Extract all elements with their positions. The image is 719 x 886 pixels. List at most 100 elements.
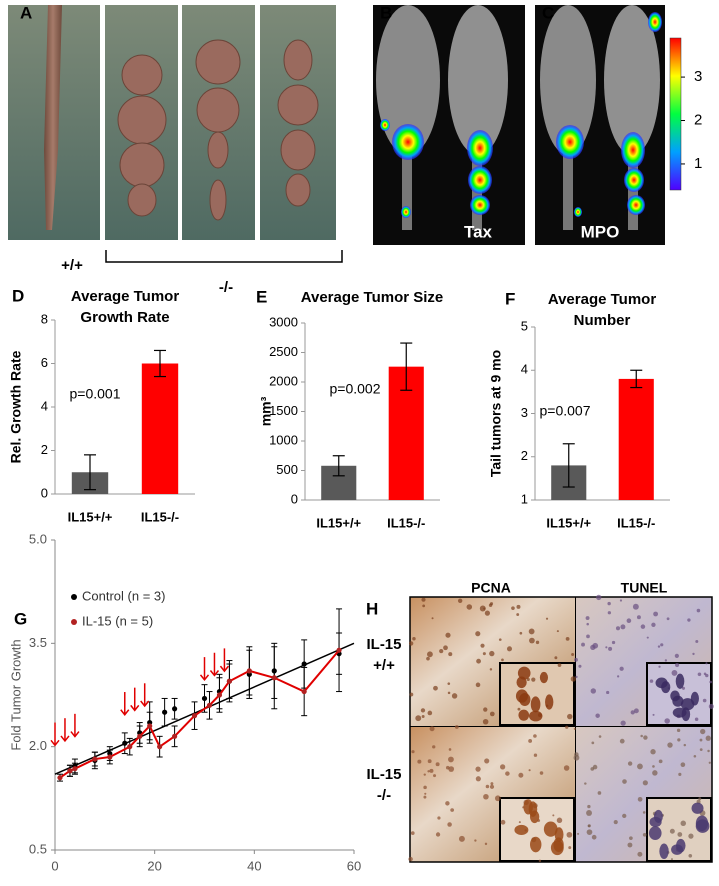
cell: [427, 710, 433, 716]
data-point: [157, 744, 163, 750]
x-tick-label: 60: [347, 858, 361, 873]
y-axis-label: Rel. Growth Rate: [8, 350, 24, 463]
cell: [423, 773, 426, 776]
cell: [642, 832, 647, 837]
row-header: +/+: [373, 657, 395, 674]
cell: [475, 776, 481, 782]
y-tick-label: 4: [41, 398, 48, 413]
panel-label: C: [542, 3, 554, 22]
y-tick-label: 0.5: [29, 841, 47, 856]
cell: [556, 630, 559, 633]
cell: [687, 618, 691, 622]
cell: [622, 813, 627, 818]
cell: [708, 703, 714, 709]
cell: [431, 617, 434, 620]
data-point: [92, 756, 98, 762]
data-point: [147, 723, 153, 729]
cell: [516, 613, 520, 616]
colorbar-tick-label: 3: [694, 68, 702, 85]
cell: [622, 779, 627, 784]
cell: [587, 804, 591, 809]
cell: [571, 653, 575, 656]
cell: [688, 833, 694, 839]
chart-title: Growth Rate: [80, 309, 169, 326]
error-bar: [154, 349, 166, 378]
photo-b: [373, 5, 525, 245]
treatment-arrow: [50, 722, 60, 747]
cell: [475, 682, 481, 688]
cell: [619, 666, 624, 671]
cell: [592, 764, 598, 770]
y-tick-label: 500: [276, 462, 298, 477]
data-point: [67, 768, 73, 774]
arrow-head: [219, 665, 230, 673]
cell: [611, 640, 616, 645]
data-point: [191, 713, 198, 719]
cell: [489, 784, 495, 789]
cell: [432, 745, 436, 749]
cell: [591, 834, 597, 840]
arrow-head: [120, 709, 130, 716]
cell: [411, 750, 415, 754]
y-tick-label: 0: [291, 491, 298, 506]
cell-nucleus: [675, 673, 685, 689]
bracket: [105, 250, 343, 263]
cell: [590, 688, 597, 694]
cell: [427, 651, 433, 658]
cell: [423, 785, 427, 790]
y-axis-label: Tail tumors at 9 mo: [488, 350, 504, 477]
cell: [577, 832, 580, 835]
data-point: [246, 668, 252, 674]
cell: [708, 761, 711, 764]
cell-nucleus: [529, 810, 540, 824]
cell-nucleus: [545, 694, 554, 710]
cell: [483, 707, 488, 712]
cell: [669, 828, 675, 834]
cell: [556, 817, 563, 824]
data-point: [216, 692, 223, 698]
cell: [511, 606, 515, 610]
y-tick-label: 5: [521, 318, 528, 333]
treatment-arrow: [209, 652, 220, 677]
cell-nucleus: [649, 816, 662, 828]
row-header: IL-15: [366, 636, 401, 653]
cell: [677, 738, 681, 742]
cell: [519, 631, 523, 635]
legend-label: Control (n = 3): [82, 588, 165, 603]
cell: [702, 698, 707, 703]
row-header: -/-: [377, 787, 391, 804]
cell: [586, 810, 592, 816]
cell: [433, 774, 437, 778]
cell: [448, 652, 453, 657]
cell: [568, 846, 572, 850]
y-tick-label: 1500: [269, 403, 298, 418]
y-tick-label: 2.0: [29, 738, 47, 753]
cell: [615, 626, 621, 631]
data-point: [107, 754, 113, 760]
y-tick-label: 5.0: [29, 531, 47, 546]
cell: [545, 617, 549, 620]
data-point: [271, 675, 277, 681]
cell: [447, 822, 452, 827]
cell: [466, 604, 473, 610]
cell: [694, 717, 699, 722]
image-caption: MPO: [581, 222, 620, 241]
cell: [435, 762, 440, 767]
legend-label: IL-15 (n = 5): [82, 613, 153, 628]
cell: [651, 622, 656, 627]
legend-marker: [71, 594, 77, 600]
cell: [587, 824, 591, 828]
cell: [451, 693, 458, 699]
y-tick-label: 0: [41, 485, 48, 500]
cell: [408, 856, 413, 862]
cell: [427, 770, 430, 773]
x-tick-label: IL15-/-: [141, 509, 179, 524]
cell: [448, 756, 454, 763]
cell-nucleus: [515, 689, 528, 703]
cell: [642, 811, 646, 814]
data-point: [172, 706, 178, 712]
cell: [516, 604, 521, 609]
histology-grid: [408, 594, 714, 863]
data-point: [201, 695, 208, 702]
